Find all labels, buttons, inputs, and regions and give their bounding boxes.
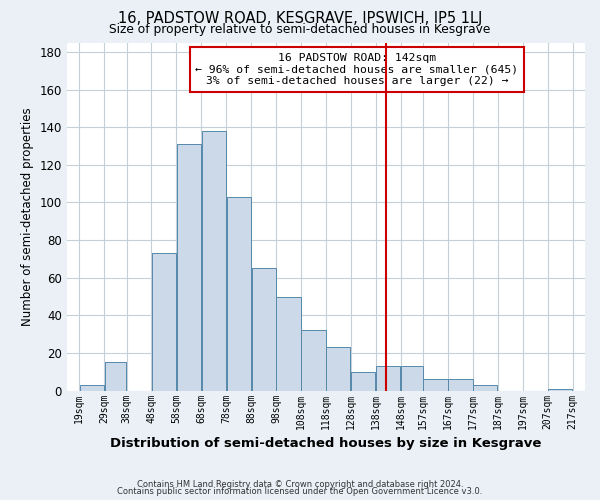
Bar <box>424 380 448 390</box>
Bar <box>104 362 126 390</box>
Bar <box>401 366 422 390</box>
Bar <box>80 385 104 390</box>
Text: 16 PADSTOW ROAD: 142sqm
← 96% of semi-detached houses are smaller (645)
3% of se: 16 PADSTOW ROAD: 142sqm ← 96% of semi-de… <box>196 53 518 86</box>
Text: Size of property relative to semi-detached houses in Kesgrave: Size of property relative to semi-detach… <box>109 22 491 36</box>
Text: 16, PADSTOW ROAD, KESGRAVE, IPSWICH, IP5 1LJ: 16, PADSTOW ROAD, KESGRAVE, IPSWICH, IP5… <box>118 11 482 26</box>
Bar <box>152 254 176 390</box>
Bar <box>376 366 400 390</box>
Text: Contains HM Land Registry data © Crown copyright and database right 2024.: Contains HM Land Registry data © Crown c… <box>137 480 463 489</box>
Bar <box>473 385 497 390</box>
Bar <box>202 131 226 390</box>
Bar <box>326 348 350 391</box>
Bar <box>448 380 473 390</box>
Bar <box>251 268 275 390</box>
Bar <box>351 372 376 390</box>
Bar <box>227 197 251 390</box>
Bar <box>177 144 201 390</box>
Bar <box>548 389 572 390</box>
Bar <box>277 296 301 390</box>
Bar <box>301 330 326 390</box>
Text: Contains public sector information licensed under the Open Government Licence v3: Contains public sector information licen… <box>118 487 482 496</box>
Y-axis label: Number of semi-detached properties: Number of semi-detached properties <box>21 108 34 326</box>
X-axis label: Distribution of semi-detached houses by size in Kesgrave: Distribution of semi-detached houses by … <box>110 437 542 450</box>
